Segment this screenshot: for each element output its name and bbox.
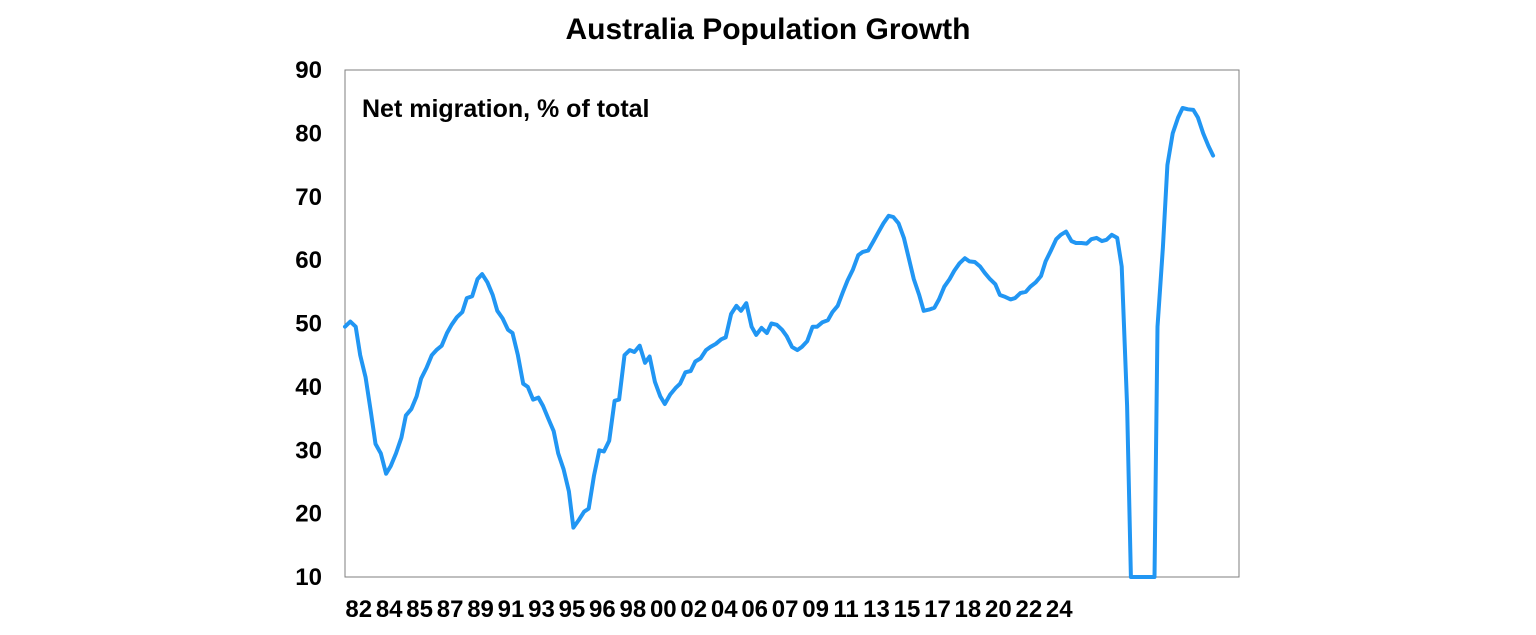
x-tick-label: 85: [406, 596, 433, 623]
x-tick-label: 89: [467, 596, 494, 623]
chart-title: Australia Population Growth: [565, 13, 970, 46]
x-tick-label: 96: [589, 596, 616, 623]
y-tick-label: 70: [295, 184, 322, 211]
x-tick-label: 95: [559, 596, 586, 623]
y-tick-label: 60: [295, 247, 322, 274]
x-tick-label: 00: [650, 596, 677, 623]
x-tick-label: 06: [741, 596, 768, 623]
y-tick-label: 30: [295, 437, 322, 464]
y-tick-label: 80: [295, 120, 322, 147]
x-tick-label: 04: [711, 596, 738, 623]
y-tick-label: 20: [295, 501, 322, 528]
x-tick-label: 98: [619, 596, 646, 623]
y-tick-label: 50: [295, 311, 322, 338]
series-group: [343, 106, 1216, 579]
x-tick-label: 09: [802, 596, 829, 623]
plot-area: [344, 69, 1240, 578]
x-axis: 82 84 85 87 89 91 93 95 96 98 00 02 04 06 07 09 11 13 15 17…: [345, 596, 1073, 623]
x-tick-label: 07: [772, 596, 799, 623]
x-tick-label: 11: [833, 596, 858, 623]
x-tick-label: 20: [985, 596, 1012, 623]
x-tick-label: 24: [1046, 596, 1073, 623]
x-tick-label: 93: [528, 596, 555, 623]
x-tick-label: 87: [437, 596, 464, 623]
y-tick-label: 40: [295, 374, 322, 401]
y-tick-label: 10: [295, 564, 322, 591]
x-tick-label: 22: [1015, 596, 1042, 623]
x-tick-label: 17: [924, 596, 951, 623]
x-tick-label: 91: [498, 596, 525, 623]
x-tick-label: 84: [376, 596, 403, 623]
y-tick-label: 90: [295, 57, 322, 84]
x-tick-label: 15: [894, 596, 921, 623]
series-line: [343, 106, 1216, 579]
y-axis: 10 20 30 40 50 60 70 80 90: [295, 57, 322, 591]
chart-annotation: Net migration, % of total: [362, 95, 650, 123]
x-tick-label: 02: [680, 596, 707, 623]
x-tick-label: 13: [863, 596, 890, 623]
x-tick-label: 82: [345, 596, 372, 623]
x-tick-label: 18: [955, 596, 982, 623]
